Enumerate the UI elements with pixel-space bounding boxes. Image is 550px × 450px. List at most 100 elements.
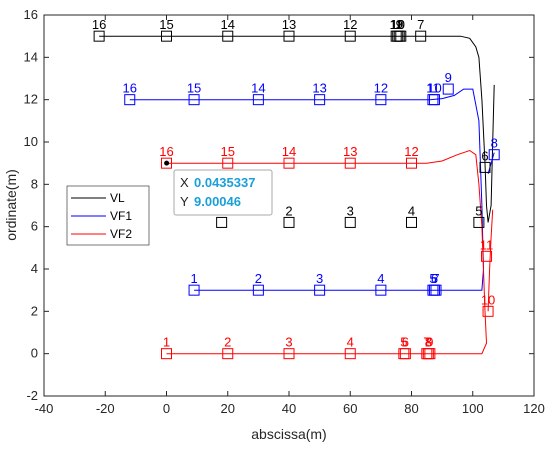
marker-label-vf2-13: 13	[343, 144, 357, 159]
marker-vl-12	[344, 30, 356, 42]
marker-vf1-8	[488, 149, 500, 161]
series-line-vf2-tail	[487, 209, 494, 312]
datatip-point	[164, 160, 170, 166]
marker-label-vl-15: 15	[159, 17, 173, 32]
marker-label-vf1-11: 11	[426, 81, 440, 96]
y-axis-label: ordinate(m)	[3, 169, 19, 241]
y-tick-label: 12	[24, 92, 38, 107]
x-tick-label: 60	[343, 401, 357, 416]
y-tick-label: 2	[31, 303, 38, 318]
marker-label-vl-6: 6	[481, 148, 488, 163]
marker-label-vf1-15: 15	[187, 81, 201, 96]
marker-label-vf1-7: 7	[432, 271, 439, 286]
marker-vl-14	[222, 30, 234, 42]
marker-vf1-15	[188, 94, 200, 106]
marker-vl-1	[216, 216, 228, 228]
marker-vf2-11	[481, 250, 493, 262]
marker-label-vf2-16: 16	[159, 144, 173, 159]
x-tick-label: -20	[96, 401, 115, 416]
marker-label-vl-14: 14	[221, 17, 235, 32]
marker-label-vf1-10: 10	[427, 81, 441, 96]
marker-vf2-2	[222, 348, 234, 360]
marker-vl-15	[161, 30, 172, 42]
marker-label-vf1-4: 4	[377, 271, 384, 286]
datatip-x-value: 0.0435337	[194, 175, 255, 190]
marker-label-vl-7: 7	[417, 17, 424, 32]
marker-vf1-14	[252, 94, 264, 106]
marker-vl-16	[93, 30, 105, 42]
marker-vf2-13	[344, 157, 356, 169]
marker-label-vl-11: 11	[389, 17, 403, 32]
marker-label-vf1-9: 9	[445, 70, 452, 85]
marker-label-vl-9: 9	[396, 17, 403, 32]
marker-label-vl-2: 2	[285, 203, 292, 218]
legend-label-vf2: VF2	[110, 227, 132, 241]
x-tick-label: -40	[35, 401, 54, 416]
y-tick-label: 8	[31, 176, 38, 191]
datatip-y-value: 9.00046	[194, 194, 241, 209]
marker-vf2-4	[344, 348, 356, 360]
marker-label-vf1-3: 3	[316, 271, 323, 286]
marker-label-vf1-8: 8	[491, 136, 498, 151]
x-tick-label: 120	[523, 401, 545, 416]
marker-label-vl-12: 12	[343, 17, 357, 32]
marker-vf2-14	[283, 157, 295, 169]
marker-label-vf1-13: 13	[312, 81, 326, 96]
marker-label-vl-8: 8	[397, 17, 404, 32]
datatip-box	[173, 169, 273, 216]
marker-vf2-7	[421, 348, 433, 360]
marker-vf2-1	[161, 348, 172, 360]
marker-label-vf2-14: 14	[282, 144, 296, 159]
y-tick-label: 0	[31, 346, 38, 361]
y-tick-label: 6	[31, 219, 38, 234]
marker-label-vl-13: 13	[282, 17, 296, 32]
datatip[interactable]: X 0.0435337 Y 9.00046	[164, 160, 273, 216]
y-tick-label: 16	[24, 7, 38, 22]
marker-label-vf2-11: 11	[480, 237, 494, 252]
marker-vf1-12	[375, 94, 387, 106]
y-tick-label: 14	[24, 49, 38, 64]
marker-label-vf2-5: 5	[400, 335, 407, 350]
marker-label-vf1-2: 2	[255, 271, 262, 286]
marker-label-vf2-2: 2	[224, 335, 231, 350]
marker-vf2-3	[283, 348, 295, 360]
marker-label-vl-5: 5	[475, 203, 482, 218]
marker-label-vl-3: 3	[347, 203, 354, 218]
marker-vf1-2	[252, 284, 264, 296]
marker-vl-8	[395, 30, 407, 42]
y-tick-label: -2	[26, 388, 38, 403]
marker-vf1-16	[124, 94, 136, 106]
y-tick-label: 10	[24, 134, 38, 149]
marker-label-vf2-8: 8	[425, 335, 432, 350]
marker-vl-7	[415, 30, 427, 42]
marker-vf1-9	[442, 83, 454, 95]
marker-label-vf2-6: 6	[402, 335, 409, 350]
marker-vl-6	[479, 161, 491, 173]
marker-label-vl-16: 16	[92, 17, 106, 32]
marker-vl-3	[344, 216, 356, 228]
x-axis-label: abscissa(m)	[251, 426, 326, 442]
marker-vf2-15	[222, 157, 234, 169]
marker-vf2-12	[406, 157, 417, 169]
marker-vl-13	[283, 30, 295, 42]
y-tick-label: 4	[31, 261, 38, 276]
marker-label-vf2-4: 4	[347, 335, 354, 350]
marker-vf1-13	[314, 94, 326, 106]
marker-layer: 1615141312111098765432116151413121110987…	[92, 17, 500, 360]
marker-vf2-16	[161, 157, 172, 169]
legend-label-vf1: VF1	[110, 209, 132, 223]
marker-vf1-5	[427, 284, 439, 296]
series-line-vf2	[166, 149, 488, 355]
marker-label-vf1-6: 6	[431, 271, 438, 286]
marker-label-vf2-9: 9	[426, 335, 433, 350]
series-line-vl	[99, 35, 495, 223]
marker-vf1-1	[188, 284, 200, 296]
marker-label-vf2-12: 12	[404, 144, 418, 159]
marker-label-vf2-10: 10	[481, 292, 495, 307]
x-tick-label: 100	[462, 401, 484, 416]
legend[interactable]: VL VF1 VF2	[66, 185, 150, 246]
marker-label-vf1-12: 12	[374, 81, 388, 96]
x-tick-label: 40	[282, 401, 296, 416]
marker-label-vf1-5: 5	[429, 271, 436, 286]
